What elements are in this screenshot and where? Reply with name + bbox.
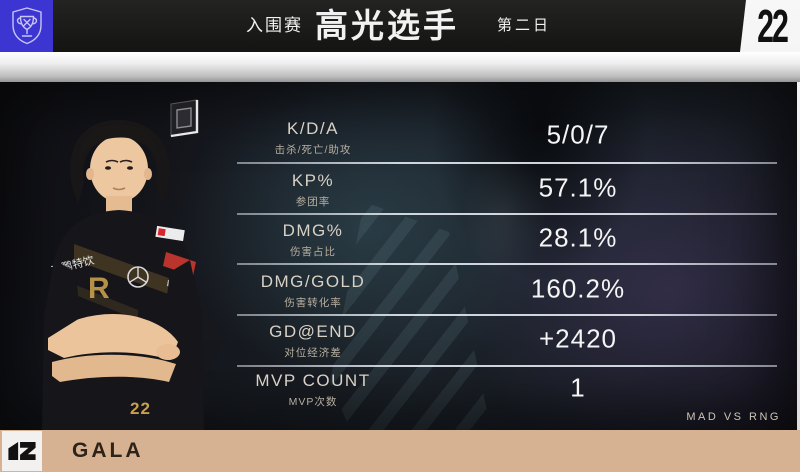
- stat-row: K/D/A 击杀/死亡/助攻: [237, 119, 389, 157]
- stat-label: DMG%: [282, 221, 344, 240]
- stat-value: 1: [570, 372, 586, 403]
- jersey-number: 22: [130, 399, 151, 418]
- stat-sublabel: 伤害占比: [290, 246, 336, 258]
- stat-sublabel: 伤害转化率: [284, 297, 342, 309]
- header-underlay-band: [0, 52, 800, 82]
- rng-logo-icon: [8, 441, 36, 461]
- player-eye: [105, 166, 111, 170]
- bottom-bar: GALA: [0, 430, 800, 472]
- player-sleeve: [44, 260, 80, 338]
- player-ear: [144, 168, 152, 180]
- stat-row: DMG/GOLD 伤害转化率: [237, 272, 389, 310]
- page-title: 高光选手: [315, 7, 459, 44]
- header-bar: 入围赛 高光选手 第二日: [0, 0, 746, 52]
- team-logo-square: [2, 431, 42, 471]
- stat-label: GD@END: [269, 322, 357, 341]
- player-eye: [127, 166, 133, 170]
- row-divider: [237, 314, 777, 316]
- player-sleeve: [164, 260, 202, 340]
- player-name: GALA: [72, 439, 144, 462]
- stat-label: K/D/A: [287, 119, 339, 138]
- stat-label: MVP COUNT: [255, 371, 371, 390]
- player-eyebrows: [105, 159, 133, 163]
- jersey-white-patch: [155, 225, 185, 242]
- jersey-rng-gold-logo: R: [88, 272, 110, 305]
- player-fringe: [77, 124, 161, 168]
- player-forearm: [52, 354, 176, 382]
- player-face: [90, 136, 148, 202]
- row-divider: [237, 365, 777, 367]
- stat-sublabel: 击杀/死亡/助攻: [274, 144, 352, 156]
- jersey-mercedes-icon: [127, 266, 149, 288]
- stat-value: 5/0/7: [546, 119, 610, 150]
- player-photo: R 东鹏特饮 22: [42, 120, 204, 430]
- stat-value: 28.1%: [538, 222, 618, 253]
- splash-shadow: [430, 82, 650, 282]
- stat-row: DMG% 伤害占比: [237, 221, 389, 259]
- stat-value: 57.1%: [538, 172, 618, 203]
- player-ear: [86, 168, 94, 180]
- stat-label: DMG/GOLD: [260, 272, 366, 291]
- player-forearm: [48, 314, 178, 360]
- stat-row: GD@END 对位经济差: [237, 322, 389, 360]
- day-label: 第二日: [497, 17, 552, 34]
- worlds-logo-square: [0, 0, 53, 52]
- stat-label: KP%: [291, 171, 335, 190]
- jersey-gold-pattern: [68, 282, 138, 320]
- stat-value: 160.2%: [530, 273, 626, 304]
- stat-sublabel: 参团率: [295, 196, 331, 208]
- stat-row: MVP COUNT MVP次数: [237, 371, 389, 409]
- stage-label: 入围赛: [246, 16, 303, 35]
- stat-value: +2420: [538, 323, 618, 354]
- matchup-label: MAD VS RNG: [686, 411, 781, 423]
- row-divider: [237, 263, 777, 265]
- row-divider: [237, 162, 777, 164]
- stat-sublabel: MVP次数: [288, 396, 338, 408]
- worlds-summoners-cup-icon: [11, 7, 42, 45]
- row-divider: [237, 213, 777, 215]
- stat-row: KP% 参团率: [237, 171, 389, 209]
- corner-number: 22: [757, 0, 789, 52]
- stat-sublabel: 对位经济差: [284, 347, 342, 359]
- player-mouth: [112, 187, 126, 191]
- jersey-gold-pattern: [74, 244, 174, 296]
- player-hand: [156, 344, 180, 360]
- frame-corner-badge-icon: [170, 99, 199, 138]
